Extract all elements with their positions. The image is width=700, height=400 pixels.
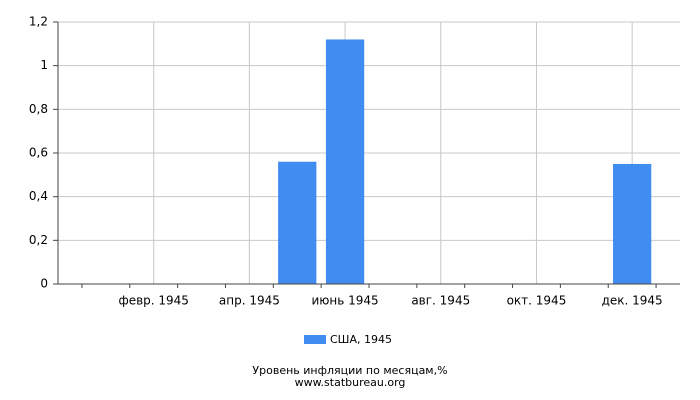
legend-label: США, 1945 — [330, 333, 392, 346]
y-tick-label: 1,2 — [29, 15, 48, 29]
chart-title: Уровень инфляции по месяцам,% — [252, 364, 447, 377]
x-tick-label: авг. 1945 — [411, 294, 470, 308]
source: www.statbureau.org — [295, 376, 406, 389]
y-tick-label: 1 — [40, 58, 48, 72]
x-tick-label: апр. 1945 — [219, 294, 280, 308]
x-tick-label: июнь 1945 — [311, 294, 378, 308]
bar — [278, 161, 317, 284]
y-tick-label: 0,8 — [29, 102, 48, 116]
y-tick-label: 0 — [40, 277, 48, 291]
x-tick-label: февр. 1945 — [118, 294, 189, 308]
bar — [325, 39, 365, 284]
y-tick-label: 0,2 — [29, 233, 48, 247]
y-tick-label: 0,6 — [29, 146, 48, 160]
y-tick-label: 0,4 — [29, 189, 48, 203]
bar — [613, 163, 652, 284]
x-tick-label: дек. 1945 — [602, 294, 663, 308]
legend-swatch — [304, 335, 326, 344]
x-tick-label: окт. 1945 — [507, 294, 567, 308]
